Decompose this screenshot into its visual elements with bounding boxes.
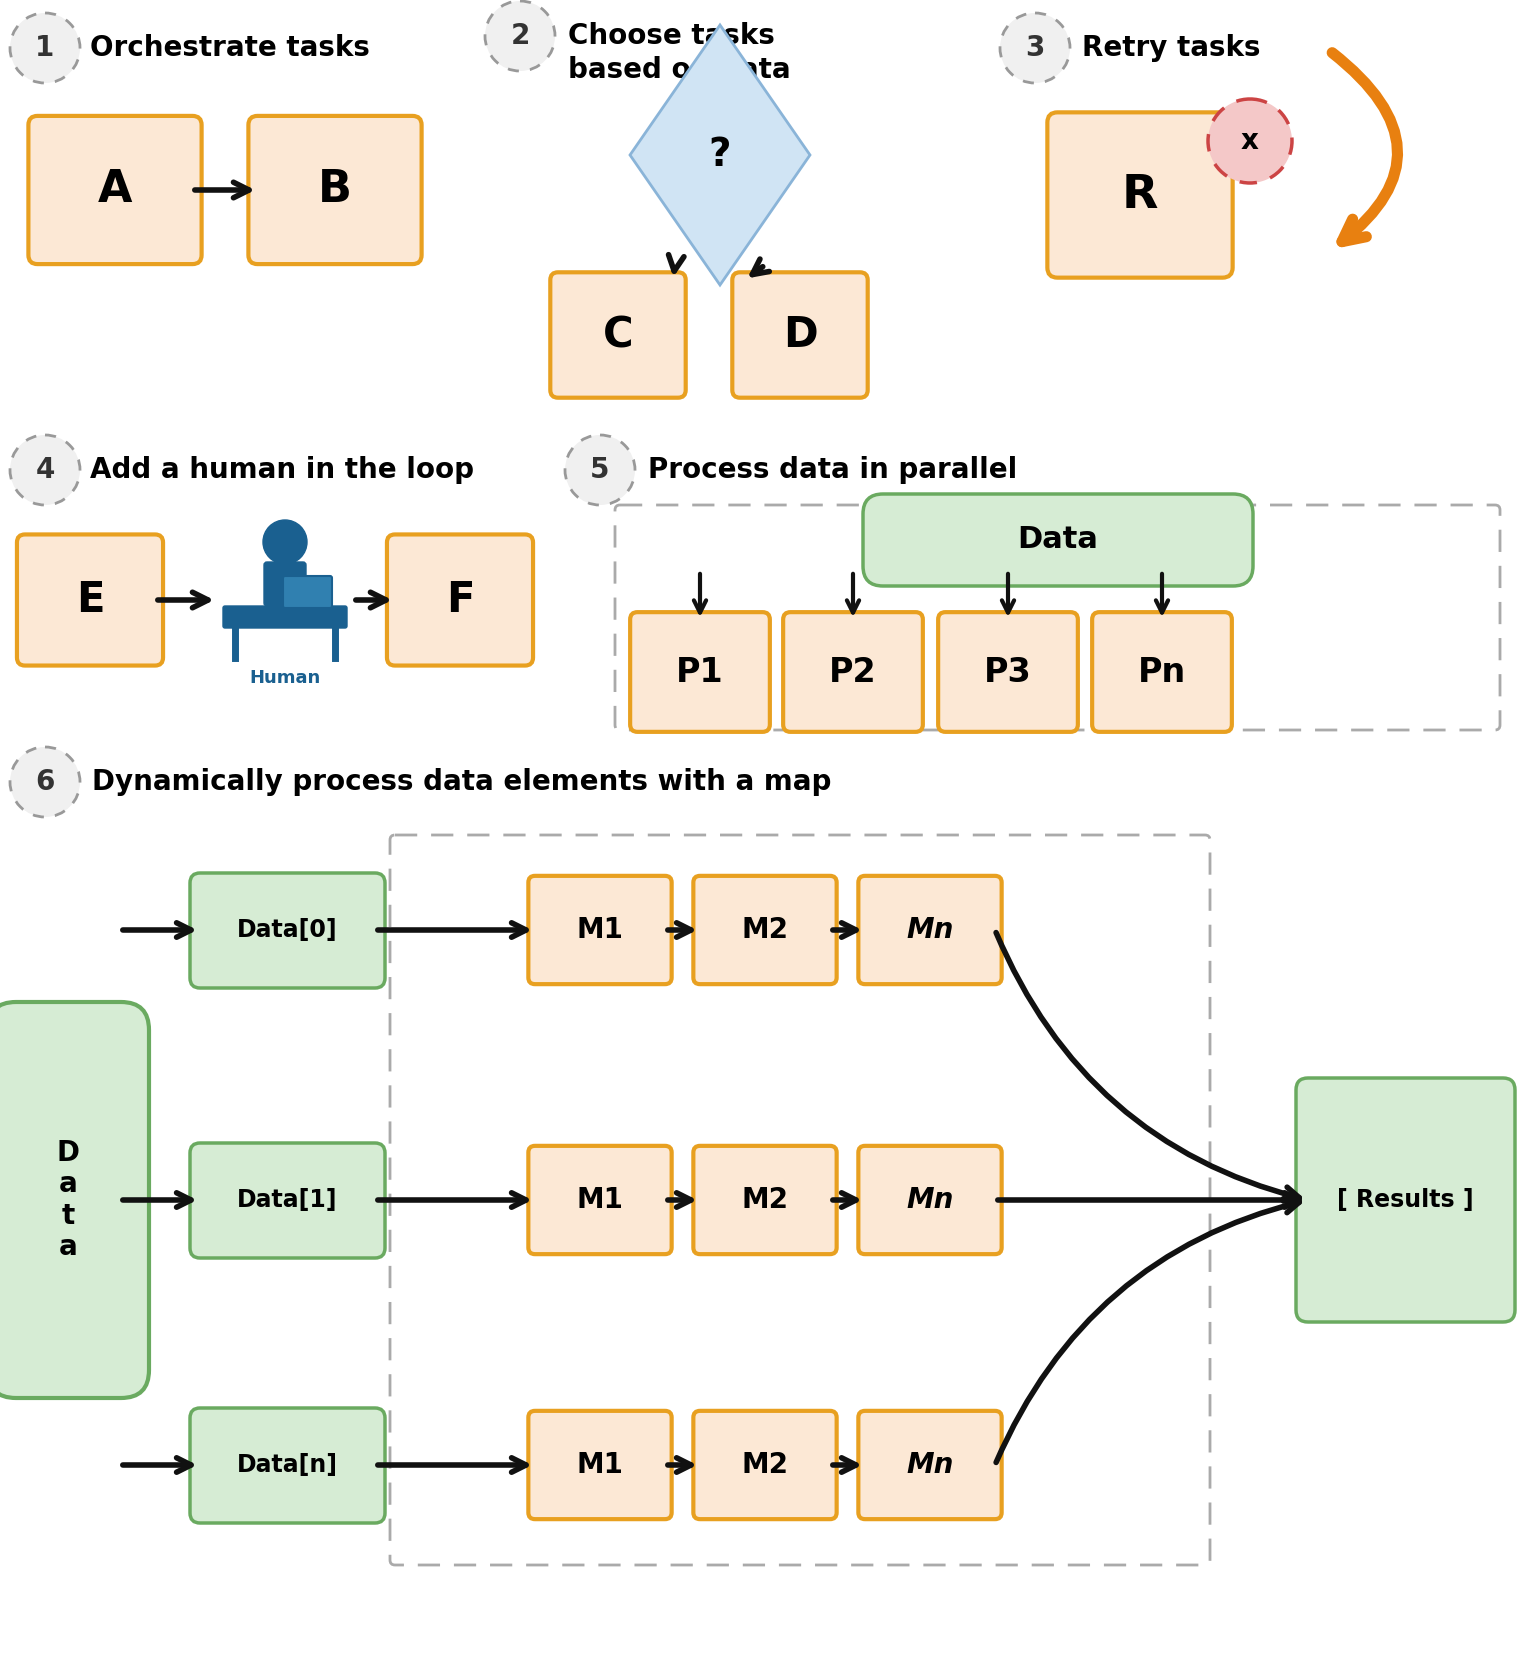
FancyBboxPatch shape bbox=[29, 116, 201, 265]
Text: M2: M2 bbox=[741, 916, 788, 944]
FancyBboxPatch shape bbox=[528, 1411, 671, 1518]
Text: 5: 5 bbox=[591, 457, 610, 485]
Text: based on data: based on data bbox=[568, 56, 790, 84]
Text: Mn: Mn bbox=[906, 1451, 954, 1479]
Text: A: A bbox=[97, 169, 132, 212]
FancyBboxPatch shape bbox=[283, 576, 332, 609]
Text: [ Results ]: [ Results ] bbox=[1336, 1188, 1473, 1212]
Circle shape bbox=[11, 435, 81, 504]
Polygon shape bbox=[630, 25, 810, 284]
Text: Mn: Mn bbox=[906, 916, 954, 944]
FancyBboxPatch shape bbox=[938, 612, 1078, 731]
Text: 4: 4 bbox=[35, 457, 55, 485]
FancyBboxPatch shape bbox=[17, 534, 163, 665]
Circle shape bbox=[263, 519, 307, 564]
FancyBboxPatch shape bbox=[528, 877, 671, 984]
FancyBboxPatch shape bbox=[863, 495, 1253, 586]
Text: M1: M1 bbox=[577, 1186, 624, 1214]
Text: 6: 6 bbox=[35, 767, 55, 796]
FancyBboxPatch shape bbox=[263, 562, 306, 605]
Text: R: R bbox=[1122, 172, 1158, 217]
FancyBboxPatch shape bbox=[224, 605, 347, 629]
FancyBboxPatch shape bbox=[528, 1146, 671, 1254]
Text: P3: P3 bbox=[985, 655, 1032, 688]
FancyBboxPatch shape bbox=[694, 1146, 837, 1254]
Circle shape bbox=[486, 2, 556, 71]
Circle shape bbox=[565, 435, 635, 504]
FancyBboxPatch shape bbox=[858, 1411, 1001, 1518]
Text: D
a
t
a: D a t a bbox=[56, 1140, 79, 1260]
Text: Data: Data bbox=[1018, 526, 1099, 554]
Text: M2: M2 bbox=[741, 1186, 788, 1214]
Text: B: B bbox=[318, 169, 352, 212]
Circle shape bbox=[1000, 13, 1070, 83]
Text: Mn: Mn bbox=[906, 1186, 954, 1214]
FancyBboxPatch shape bbox=[551, 273, 686, 397]
Text: Pn: Pn bbox=[1138, 655, 1186, 688]
Circle shape bbox=[11, 748, 81, 817]
FancyBboxPatch shape bbox=[694, 877, 837, 984]
Text: 2: 2 bbox=[510, 22, 530, 50]
Text: P1: P1 bbox=[676, 655, 724, 688]
Text: 3: 3 bbox=[1026, 35, 1044, 61]
FancyBboxPatch shape bbox=[630, 612, 770, 731]
FancyBboxPatch shape bbox=[387, 534, 533, 665]
FancyBboxPatch shape bbox=[784, 612, 922, 731]
Text: M1: M1 bbox=[577, 1451, 624, 1479]
Text: C: C bbox=[603, 314, 633, 356]
FancyBboxPatch shape bbox=[858, 1146, 1001, 1254]
Text: Add a human in the loop: Add a human in the loop bbox=[90, 457, 473, 485]
Text: Human: Human bbox=[250, 668, 321, 686]
FancyBboxPatch shape bbox=[190, 873, 385, 987]
FancyBboxPatch shape bbox=[732, 273, 868, 397]
FancyBboxPatch shape bbox=[694, 1411, 837, 1518]
FancyBboxPatch shape bbox=[190, 1143, 385, 1259]
Text: M1: M1 bbox=[577, 916, 624, 944]
Text: 1: 1 bbox=[35, 35, 55, 61]
Text: F: F bbox=[446, 579, 475, 620]
Text: Retry tasks: Retry tasks bbox=[1082, 35, 1260, 61]
FancyBboxPatch shape bbox=[858, 877, 1001, 984]
Text: x: x bbox=[1240, 127, 1259, 155]
Text: Process data in parallel: Process data in parallel bbox=[648, 457, 1017, 485]
Text: Data[0]: Data[0] bbox=[237, 918, 338, 943]
Text: Dynamically process data elements with a map: Dynamically process data elements with a… bbox=[91, 767, 831, 796]
Text: Data[1]: Data[1] bbox=[237, 1188, 338, 1212]
Circle shape bbox=[1208, 99, 1292, 184]
FancyBboxPatch shape bbox=[1297, 1078, 1514, 1322]
Text: ?: ? bbox=[709, 136, 731, 174]
Text: Data[n]: Data[n] bbox=[236, 1452, 338, 1477]
Text: M2: M2 bbox=[741, 1451, 788, 1479]
FancyBboxPatch shape bbox=[1047, 112, 1233, 278]
Text: E: E bbox=[76, 579, 103, 620]
FancyBboxPatch shape bbox=[190, 1408, 385, 1523]
Text: Orchestrate tasks: Orchestrate tasks bbox=[90, 35, 370, 61]
Text: D: D bbox=[782, 314, 817, 356]
Text: Choose tasks: Choose tasks bbox=[568, 22, 775, 50]
FancyBboxPatch shape bbox=[0, 1002, 149, 1398]
Text: P2: P2 bbox=[829, 655, 877, 688]
FancyBboxPatch shape bbox=[248, 116, 422, 265]
Circle shape bbox=[11, 13, 81, 83]
FancyBboxPatch shape bbox=[1093, 612, 1231, 731]
